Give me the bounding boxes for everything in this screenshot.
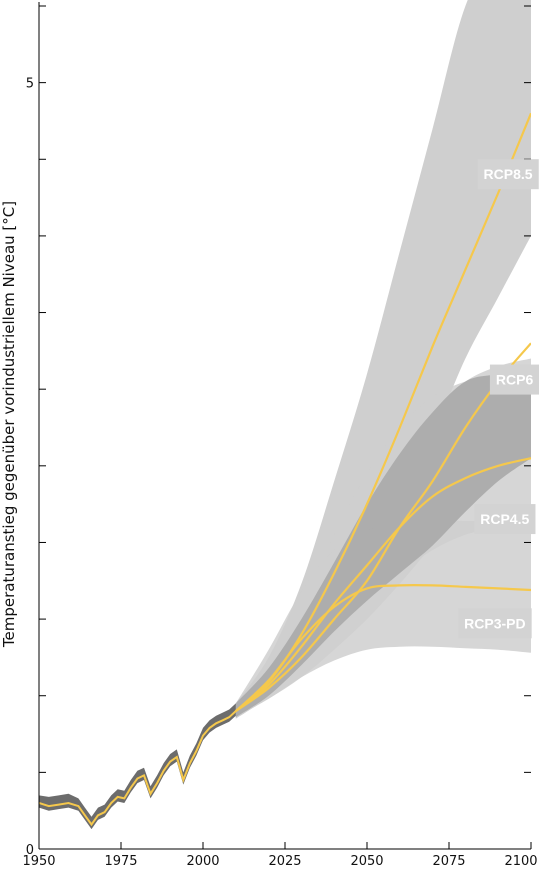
- y-tick-label-0: 0: [26, 843, 34, 858]
- x-tick-label-2050: 2050: [350, 854, 383, 869]
- axes: 1950 1975 2000 2025 2050 2075 2100 0 5: [22, 2, 538, 869]
- line-rcp6: [235, 342, 531, 712]
- label-bg-rcp6: [489, 364, 539, 395]
- label-rcp8-5: RCP8.5: [484, 166, 533, 182]
- x-tick-label-2075: 2075: [432, 854, 465, 869]
- band-historical: [39, 703, 236, 830]
- series-labels: RCP8.5 RCP6 RCP4.5 RCP3-PD: [458, 159, 539, 639]
- scenario-lines: [235, 112, 531, 712]
- historical-series: [39, 703, 237, 830]
- label-rcp4-5: RCP4.5: [480, 511, 529, 527]
- label-rcp6: RCP6: [496, 372, 534, 388]
- line-rcp4-5: [235, 457, 531, 712]
- x-tick-label-2100: 2100: [504, 854, 537, 869]
- label-bg-rcp3-pd: [458, 608, 532, 639]
- band-rcp8-5: [235, 0, 531, 719]
- x-tick-label-2000: 2000: [186, 854, 219, 869]
- label-bg-rcp8-5: [477, 159, 539, 190]
- x-tick-label-1950: 1950: [22, 854, 55, 869]
- x-tick-label-2025: 2025: [268, 854, 301, 869]
- y-axis-label: Temperaturanstieg gegenüber vorindustrie…: [0, 201, 18, 648]
- line-historical: [39, 710, 237, 827]
- label-bg-rcp4-5: [474, 504, 536, 535]
- line-rcp3-pd: [235, 584, 531, 712]
- label-rcp3-pd: RCP3-PD: [464, 615, 525, 631]
- x-tick-label-1975: 1975: [104, 854, 137, 869]
- band-rcp3-pd: [235, 520, 531, 718]
- y-tick-label-10: 5: [26, 77, 34, 92]
